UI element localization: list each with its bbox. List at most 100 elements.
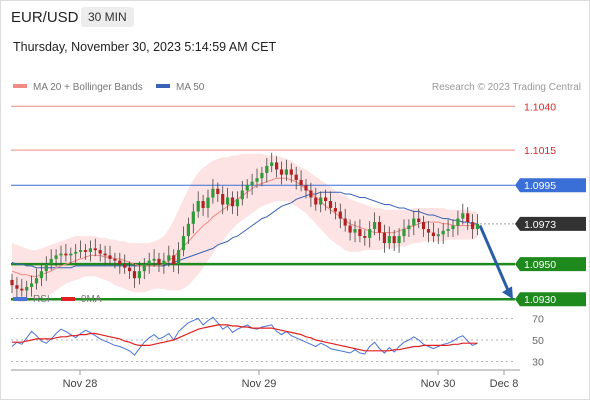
candle-body bbox=[289, 169, 293, 175]
candle-body bbox=[294, 174, 298, 180]
candle-body bbox=[235, 199, 239, 207]
x-tick-label: Nov 29 bbox=[242, 378, 277, 390]
candle-body bbox=[147, 260, 151, 265]
candle-body bbox=[44, 264, 48, 272]
candle-body bbox=[324, 197, 328, 202]
timestamp: Thursday, November 30, 2023 5:14:59 AM C… bbox=[13, 40, 277, 54]
candle-body bbox=[431, 232, 435, 237]
candle-body bbox=[475, 223, 480, 230]
level-tag-1.0995 bbox=[515, 178, 586, 193]
candle-body bbox=[338, 211, 342, 219]
candle-body bbox=[373, 222, 377, 230]
candle-body bbox=[358, 229, 362, 237]
forecast-arrow-head bbox=[502, 286, 513, 300]
candle-body bbox=[270, 162, 274, 166]
candle-body bbox=[422, 222, 426, 230]
candle-body bbox=[186, 223, 190, 237]
candle-body bbox=[309, 190, 313, 198]
rsi-tick-70: 70 bbox=[532, 313, 544, 325]
candle-body bbox=[230, 197, 235, 207]
candle-body bbox=[181, 236, 186, 251]
candle-body bbox=[206, 197, 210, 209]
candle-body bbox=[348, 225, 352, 233]
candle-body bbox=[15, 285, 19, 289]
candle-body bbox=[402, 229, 406, 237]
ma20-line bbox=[11, 177, 478, 277]
chart-header: EUR/USD 30 MIN bbox=[0, 0, 590, 38]
candle-body bbox=[191, 211, 195, 224]
candle-body bbox=[397, 236, 401, 244]
candle-body bbox=[392, 236, 396, 244]
candle-body bbox=[201, 201, 205, 209]
candle-body bbox=[436, 234, 440, 237]
candle-body bbox=[20, 288, 24, 291]
candle-body bbox=[377, 222, 382, 233]
x-tick-label: Nov 30 bbox=[421, 378, 456, 390]
candle-body bbox=[167, 255, 171, 261]
candle-body bbox=[196, 201, 200, 212]
current-price-label: 1.0973 bbox=[524, 219, 556, 231]
candle-body bbox=[142, 264, 146, 272]
candle-body bbox=[103, 253, 107, 256]
candle-body bbox=[49, 258, 53, 265]
candle-body bbox=[211, 188, 215, 198]
candle-body bbox=[461, 213, 465, 219]
candle-body bbox=[226, 197, 230, 205]
level-label-1.1040: 1.1040 bbox=[524, 101, 556, 113]
candle-body bbox=[88, 248, 92, 252]
candle-body bbox=[54, 255, 58, 259]
rsi-legend-swatch-9ma bbox=[61, 297, 75, 301]
candle-body bbox=[265, 165, 269, 173]
legend-label-ma50: MA 50 bbox=[176, 82, 205, 93]
candle-body bbox=[74, 251, 78, 254]
level-label-1.0930: 1.0930 bbox=[524, 294, 556, 306]
interval-badge[interactable]: 30 MIN bbox=[81, 7, 134, 27]
candle-body bbox=[216, 188, 220, 194]
candle-body bbox=[39, 271, 43, 279]
candle-body bbox=[328, 201, 333, 209]
candle-body bbox=[343, 218, 347, 226]
candle-body bbox=[245, 185, 249, 191]
candle-body bbox=[304, 185, 308, 191]
candle-body bbox=[162, 260, 166, 265]
legend-swatch-ma50 bbox=[156, 84, 170, 88]
candle-body bbox=[123, 264, 127, 268]
candle-body bbox=[25, 286, 29, 291]
level-tag-1.0930 bbox=[515, 292, 586, 307]
candle-body bbox=[240, 190, 244, 200]
candle-body bbox=[382, 232, 386, 244]
candle-body bbox=[34, 278, 39, 284]
candle-body bbox=[83, 250, 88, 252]
rsi-tick-50: 50 bbox=[532, 335, 544, 347]
credit-text: Research © 2023 Trading Central bbox=[432, 82, 581, 93]
candle-body bbox=[64, 253, 68, 256]
candle-body bbox=[157, 258, 161, 265]
candle-body bbox=[59, 253, 63, 256]
candle-body bbox=[441, 230, 445, 235]
level-tag-1.0950 bbox=[515, 257, 586, 272]
ma50-line bbox=[11, 191, 478, 269]
level-label-1.1015: 1.1015 bbox=[524, 145, 556, 157]
candle-body bbox=[69, 253, 73, 256]
current-price-tag bbox=[515, 216, 586, 231]
symbol-title: EUR/USD bbox=[11, 9, 79, 26]
candles-group bbox=[10, 152, 480, 299]
candle-body bbox=[30, 283, 34, 287]
candle-body bbox=[284, 169, 288, 175]
candle-body bbox=[407, 225, 411, 230]
candle-body bbox=[255, 178, 259, 182]
candle-body bbox=[426, 229, 431, 233]
rsi-tick-30: 30 bbox=[532, 357, 544, 369]
rsi-ma-line bbox=[12, 324, 478, 352]
rsi-legend-swatch-rsi bbox=[13, 297, 27, 301]
candle-body bbox=[412, 218, 416, 226]
candle-body bbox=[221, 194, 225, 205]
candle-body bbox=[451, 225, 455, 230]
candle-body bbox=[446, 229, 450, 231]
candle-body bbox=[275, 162, 279, 170]
candle-body bbox=[79, 250, 83, 252]
candle-body bbox=[417, 218, 421, 223]
candle-body bbox=[137, 271, 141, 279]
candle-body bbox=[260, 172, 264, 179]
